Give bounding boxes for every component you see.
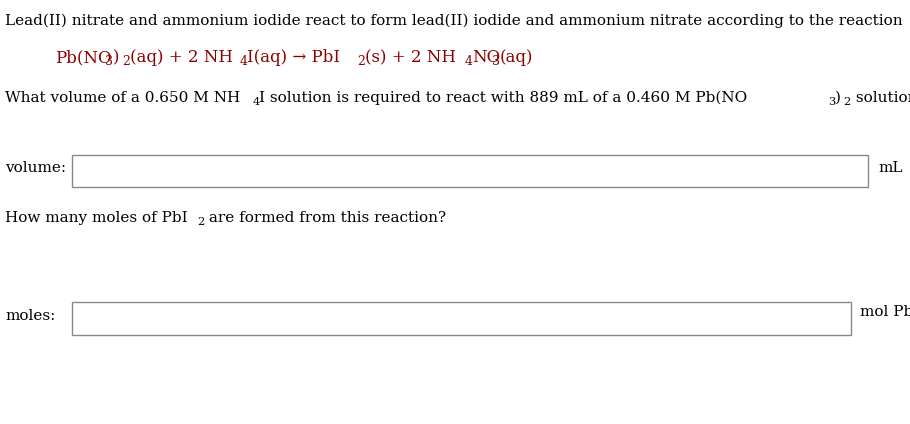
Text: solution?: solution? — [851, 91, 910, 105]
Text: (aq) + 2 NH: (aq) + 2 NH — [130, 49, 233, 66]
Text: 3: 3 — [105, 55, 113, 68]
Text: (s) + 2 NH: (s) + 2 NH — [365, 49, 456, 66]
Text: 2: 2 — [197, 217, 205, 227]
Text: mL: mL — [878, 161, 903, 175]
Text: NO: NO — [472, 49, 501, 66]
Text: moles:: moles: — [5, 309, 56, 323]
Text: mol PbI: mol PbI — [860, 305, 910, 319]
Text: Pb(NO: Pb(NO — [55, 49, 112, 66]
Text: What volume of a 0.650 M NH: What volume of a 0.650 M NH — [5, 91, 240, 105]
Text: 3: 3 — [828, 97, 835, 107]
Text: Lead(II) nitrate and ammonium iodide react to form lead(II) iodide and ammonium : Lead(II) nitrate and ammonium iodide rea… — [5, 14, 903, 28]
Bar — [72, 302, 851, 335]
Text: are formed from this reaction?: are formed from this reaction? — [205, 211, 447, 225]
Text: 2: 2 — [123, 55, 130, 68]
Text: volume:: volume: — [5, 161, 66, 175]
Text: 2: 2 — [844, 97, 851, 107]
Text: ): ) — [113, 49, 119, 66]
Text: How many moles of PbI: How many moles of PbI — [5, 211, 187, 225]
Text: (aq): (aq) — [500, 49, 533, 66]
Bar — [72, 155, 868, 187]
Text: 4: 4 — [240, 55, 248, 68]
Text: 4: 4 — [465, 55, 473, 68]
Text: ): ) — [834, 91, 841, 105]
Text: I(aq) → PbI: I(aq) → PbI — [248, 49, 340, 66]
Text: 4: 4 — [252, 97, 259, 107]
Text: 3: 3 — [492, 55, 501, 68]
Text: 2: 2 — [358, 55, 366, 68]
Text: I solution is required to react with 889 mL of a 0.460 M Pb(NO: I solution is required to react with 889… — [259, 91, 748, 105]
